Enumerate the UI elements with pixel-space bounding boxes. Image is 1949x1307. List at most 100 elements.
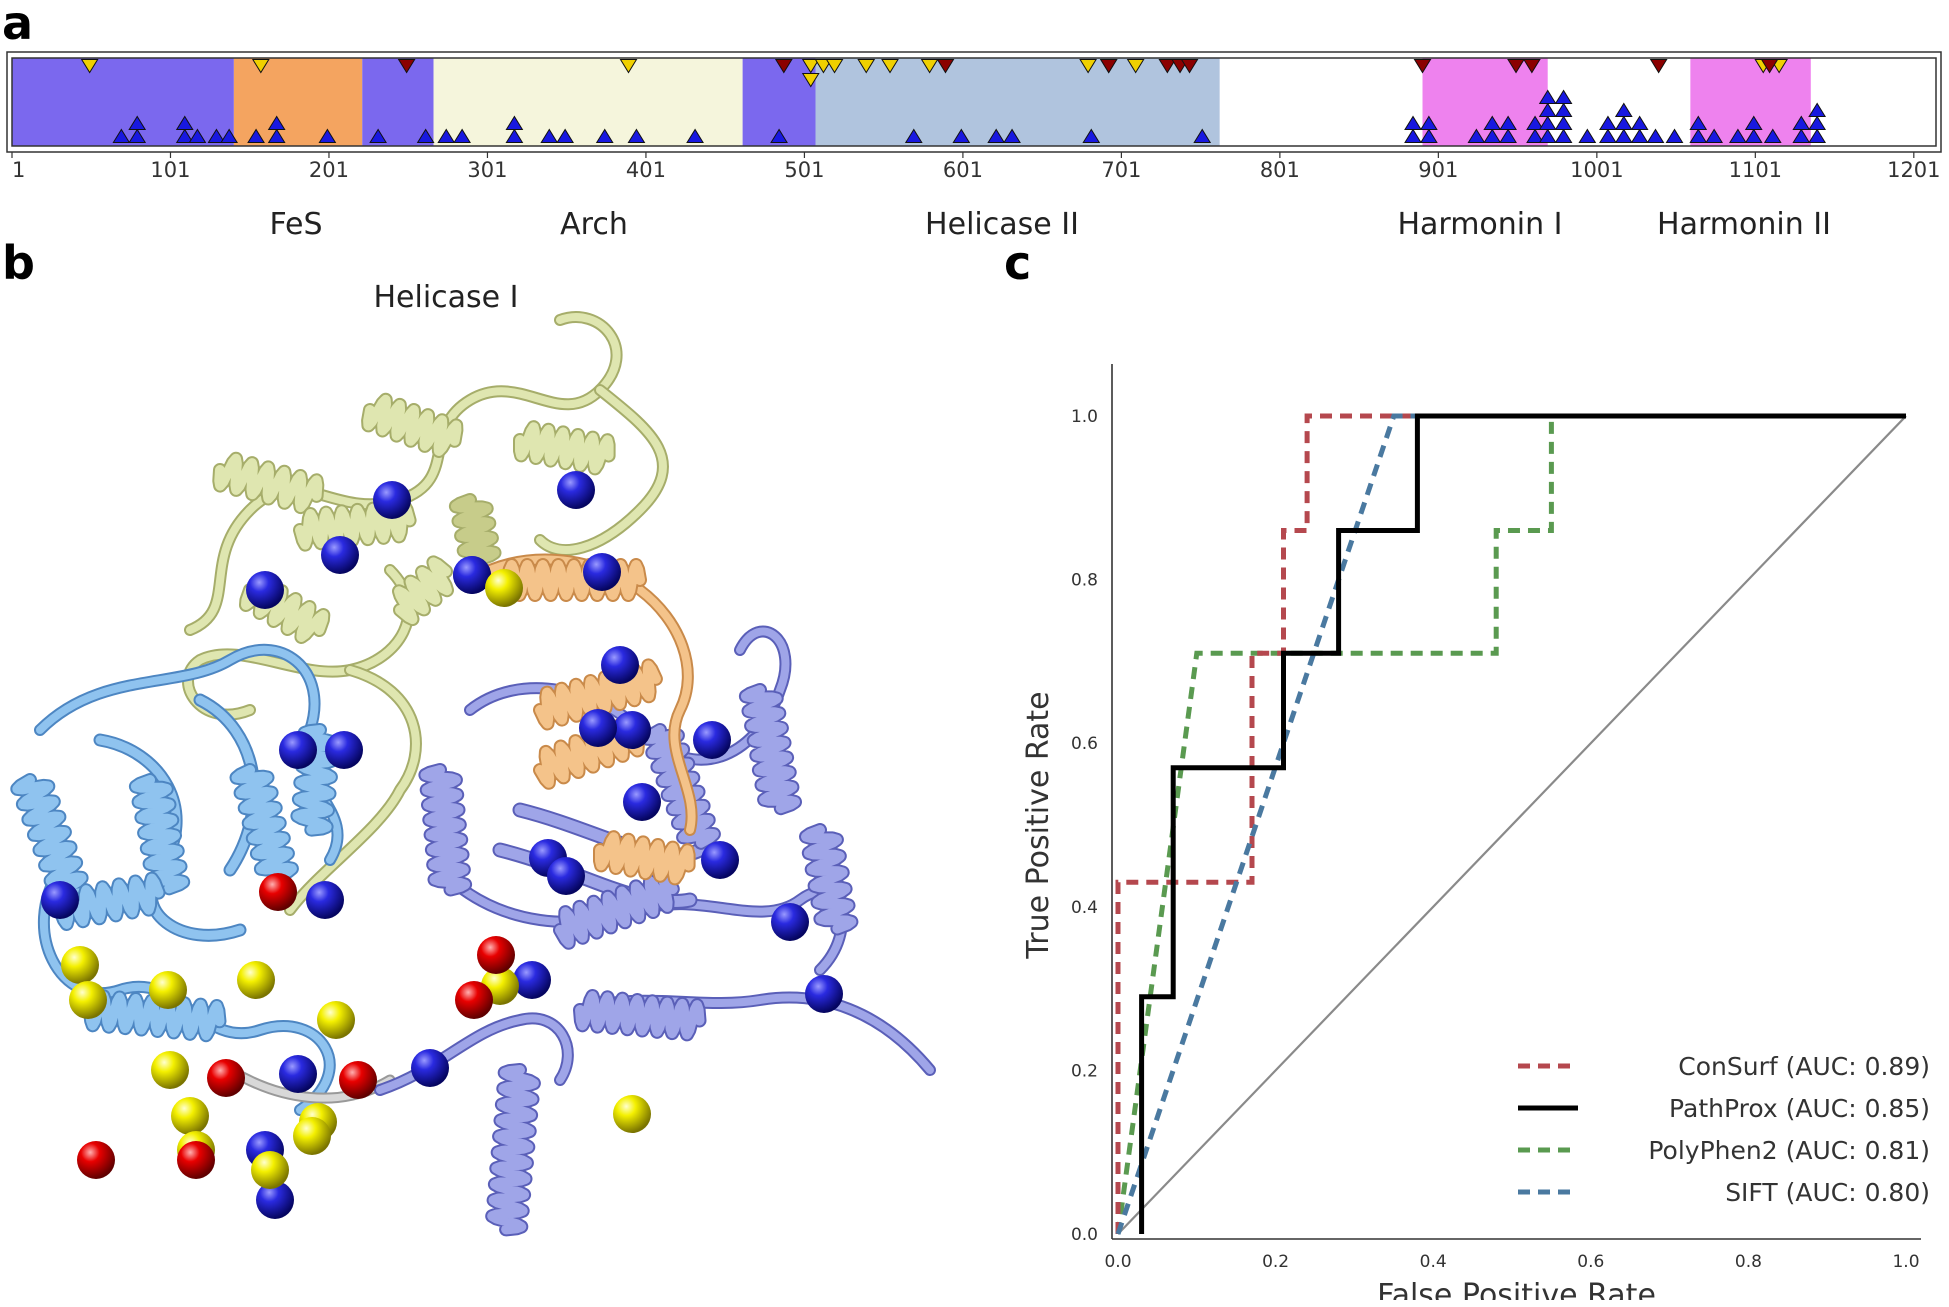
domain-bar-tick-label: 501 [784, 158, 824, 180]
domain-bar-tick-label: 601 [943, 158, 983, 180]
residue-sphere-red [259, 873, 297, 911]
domain-segment-harmonin [1690, 58, 1811, 146]
panel-letter-c: c [1004, 236, 1032, 290]
marker-blue [1578, 128, 1597, 143]
label-fes: FeS [269, 207, 323, 242]
panel-letter-a: a [2, 0, 34, 50]
y-tick-label: 0.8 [1071, 571, 1098, 591]
roc-series-polyphen2 [1115, 413, 1906, 1235]
arch-loop [186, 313, 621, 634]
residue-sphere-red [339, 1061, 377, 1099]
marker-yellow [80, 59, 99, 74]
marker-blue [453, 128, 471, 143]
residue-sphere-yellow [613, 1095, 651, 1133]
residue-sphere-blue [623, 783, 661, 821]
marker-blue [175, 128, 194, 143]
marker-red [1180, 59, 1199, 74]
marker-blue [987, 128, 1006, 143]
roc-chart: 0.0 0.2 0.4 0.6 0.8 1.0 0.0 0.2 0.4 0.6 0.8 1.0 Fal… [1021, 364, 1930, 1300]
marker-blue [175, 115, 194, 130]
marker-yellow [801, 73, 820, 88]
marker-blue [952, 128, 971, 143]
residue-sphere-blue [693, 721, 731, 759]
marker-blue [437, 128, 456, 143]
marker-blue [318, 128, 337, 143]
residue-sphere-yellow [293, 1117, 331, 1155]
y-axis-label: True Positive Rate [1021, 691, 1056, 959]
residue-sphere-red [77, 1141, 115, 1179]
marker-blue [1646, 128, 1665, 143]
helicase2-helix [12, 775, 93, 908]
legend-label: SIFT (AUC: 0.80) [1725, 1178, 1930, 1207]
marker-blue [267, 128, 286, 143]
marker-yellow [857, 59, 876, 74]
x-tick-label: 0.0 [1104, 1252, 1131, 1272]
residue-sphere-blue [583, 553, 621, 591]
marker-red [1507, 59, 1525, 74]
residue-sphere-yellow [485, 569, 523, 607]
residue-sphere-blue [613, 711, 651, 749]
marker-red [1760, 59, 1779, 74]
marker-blue [1728, 128, 1747, 143]
marker-blue [1404, 115, 1422, 130]
arch-helix [394, 557, 452, 625]
domain-bar-tick-label: 801 [1260, 158, 1300, 180]
marker-blue [1599, 128, 1617, 143]
helicase1-loop [376, 1014, 572, 1094]
marker-blue [1554, 102, 1573, 117]
marker-blue [1630, 128, 1649, 143]
marker-blue [1193, 128, 1212, 143]
marker-yellow [251, 59, 270, 74]
marker-blue [1689, 115, 1708, 130]
marker-yellow [881, 59, 899, 74]
marker-blue [416, 128, 435, 143]
residue-sphere-yellow [237, 961, 275, 999]
domain-bar-tick-label: 101 [150, 158, 190, 180]
marker-blue [112, 128, 131, 143]
marker-yellow [619, 59, 638, 74]
y-tick-label: 1.0 [1071, 407, 1098, 427]
marker-blue [1499, 128, 1517, 143]
marker-red [774, 59, 793, 74]
marker-blue [128, 128, 147, 143]
x-tick-label: 1.0 [1892, 1252, 1919, 1272]
marker-blue [1538, 89, 1557, 104]
marker-blue [1614, 128, 1633, 143]
marker-blue [369, 128, 387, 143]
residue-sphere-blue [579, 709, 617, 747]
marker-blue [1614, 115, 1633, 130]
domain-segment-arch [433, 58, 743, 146]
marker-blue [1808, 128, 1827, 143]
marker-red [1649, 59, 1668, 74]
marker-blue [188, 128, 207, 143]
x-tick-label: 0.2 [1262, 1252, 1289, 1272]
marker-blue [1467, 128, 1486, 143]
marker-blue [1554, 89, 1573, 104]
helicase1-helix [801, 825, 857, 934]
residue-sphere-blue [701, 841, 739, 879]
legend-label: PathProx (AUC: 0.85) [1669, 1094, 1930, 1123]
y-tick-label: 0.2 [1071, 1061, 1098, 1081]
marker-red [1158, 59, 1177, 74]
residue-sphere-blue [246, 571, 284, 609]
marker-blue [556, 128, 575, 143]
residue-sphere-yellow [251, 1151, 289, 1189]
marker-blue [1744, 115, 1763, 130]
residue-sphere-blue [41, 881, 79, 919]
residue-sphere-yellow [171, 1097, 209, 1135]
marker-blue [1630, 115, 1649, 130]
residue-sphere-blue [256, 1181, 294, 1219]
residue-sphere-yellow [317, 1001, 355, 1039]
marker-blue [1792, 128, 1811, 143]
marker-blue [1404, 128, 1422, 143]
domain-bar-tick-label: 1101 [1729, 158, 1782, 180]
helicase1-helix [575, 991, 705, 1040]
y-tick-label: 0.4 [1071, 898, 1098, 918]
residue-sphere-red [477, 936, 515, 974]
marker-red [1413, 59, 1432, 74]
domain-segment-harmonin [1422, 58, 1548, 146]
arch-loop [286, 666, 420, 914]
residue-sphere-blue [557, 471, 595, 509]
marker-blue [1808, 102, 1827, 117]
marker-blue [1003, 128, 1021, 143]
